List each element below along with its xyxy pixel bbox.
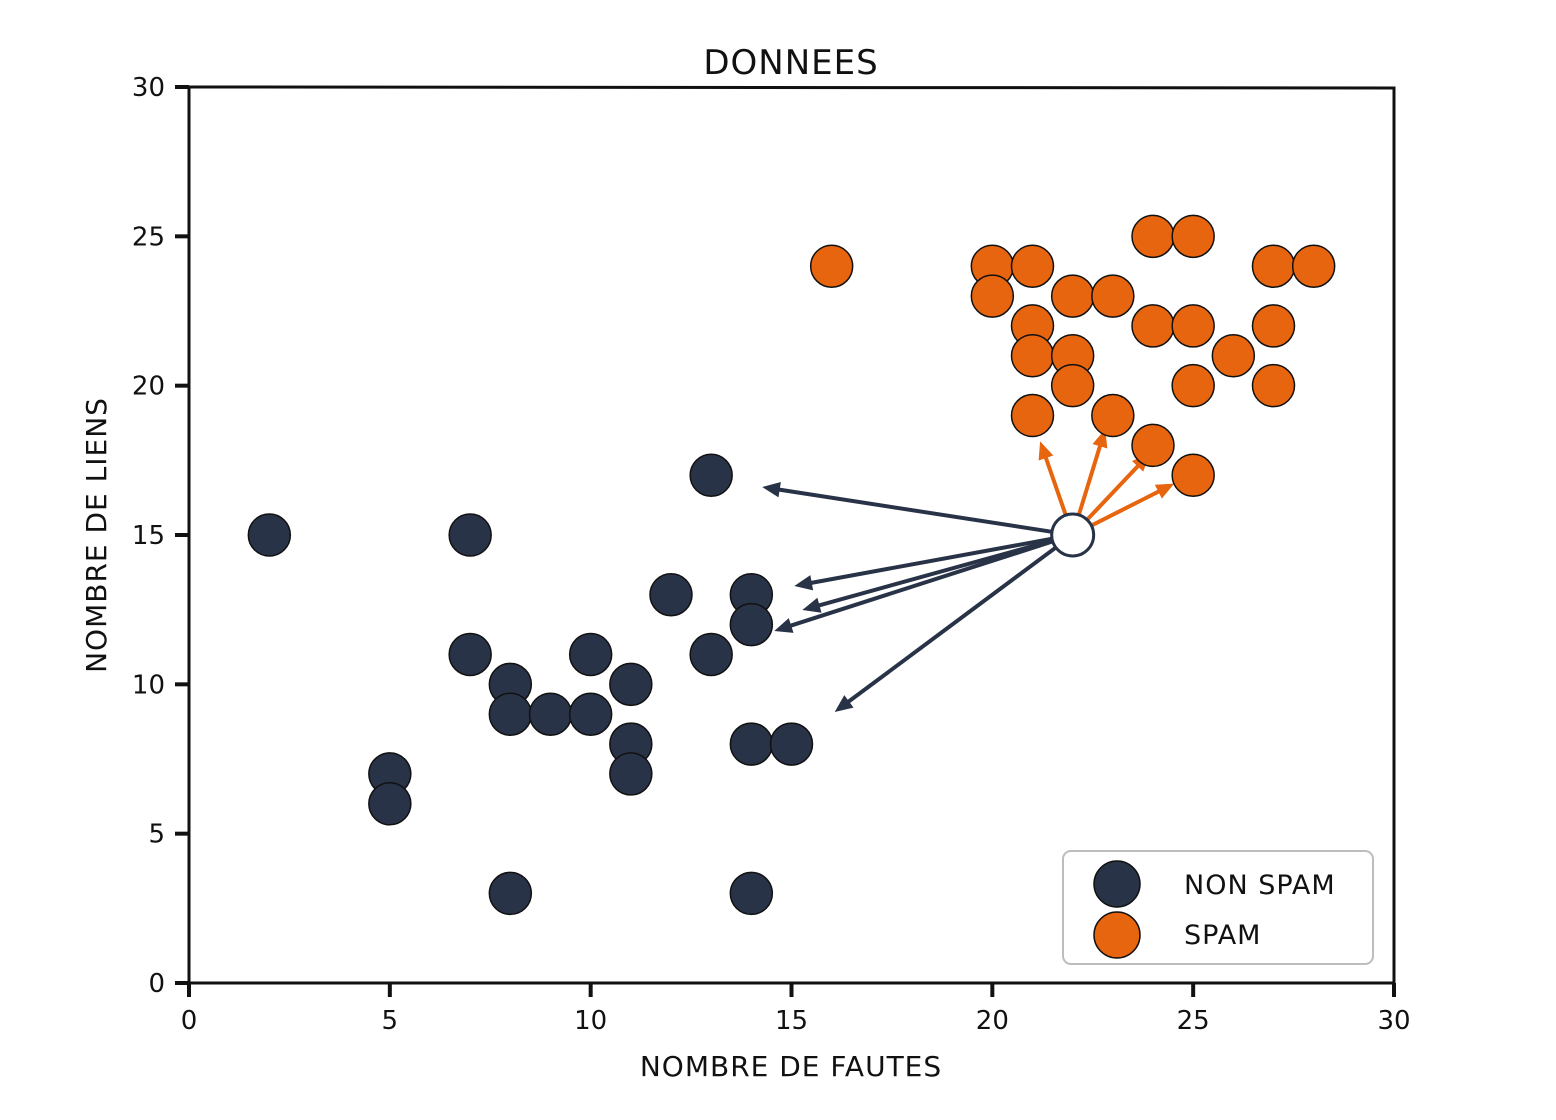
non-spam-arrow-4-head [774,618,794,633]
non-spam-arrow-3-head [802,597,822,613]
non-spam-arrow-1-shaft [777,487,1059,535]
spam-point-3 [970,274,1015,318]
spam-point-4 [1010,244,1055,288]
y-tick-label-25: 25 [132,222,165,252]
spam-arrow-1-shaft [1043,455,1070,522]
spam-point-20 [1211,334,1256,378]
spam-point-23 [1251,363,1296,408]
non-spam-point-3 [448,632,492,677]
non-spam-point-19 [729,602,774,647]
spam-point-6 [1010,334,1055,378]
non-spam-point-9 [528,692,573,736]
x-tick-label-5: 5 [382,1006,399,1036]
spam-arrow-4-head [1154,483,1175,499]
y-tick-label-15: 15 [132,521,165,551]
spam-point-19 [1171,453,1215,498]
neighbor-arrows [762,429,1175,712]
y-axis-label: NOMBRE DE LIENS [80,397,113,673]
x-tick-label-25: 25 [1177,1006,1210,1036]
x-tick-label-15: 15 [775,1006,808,1036]
non-spam-arrow-2-head [794,575,814,591]
spam-point-10 [1050,363,1095,408]
non-spam-point-7 [488,692,533,736]
x-tick-label-30: 30 [1377,1006,1410,1036]
non-spam-arrow-3-shaft [816,537,1060,608]
non-spam-point-20 [729,722,774,766]
spam-point-14 [1131,304,1175,348]
y-tick-label-5: 5 [148,820,165,850]
spam-point-24 [1291,244,1336,288]
legend-marker-spam [1093,911,1141,959]
spam-arrow-1-head [1038,441,1054,461]
legend-label-spam: SPAM [1184,920,1261,951]
tick-layer: 0 5 10 15 20 25 30 0 5 10 15 20 25 30 [132,73,1411,1036]
y-tick-label-20: 20 [132,372,165,402]
non-spam-point-15 [649,572,693,617]
legend: NON SPAM SPAM [1062,850,1374,965]
spam-point-18 [1171,363,1215,408]
x-axis-label: NOMBRE DE FAUTES [640,1050,942,1083]
legend-label-non-spam: NON SPAM [1184,870,1336,901]
legend-marker-non-spam [1093,860,1141,908]
non-spam-point-14 [609,752,653,796]
spam-arrow-2-shaft [1075,443,1103,522]
spam-point-12 [1091,393,1135,438]
non-spam-point-5 [368,782,412,826]
spam-point-8 [1050,274,1095,318]
spam-point-17 [1171,304,1215,348]
non-spam-point-17 [689,632,733,677]
spam-arrow-4-shaft [1084,489,1161,530]
non-spam-point-12 [609,662,653,707]
non-spam-point-16 [689,453,733,498]
spam-point-11 [1091,274,1135,318]
x-tick-label-10: 10 [574,1006,607,1036]
non-spam-arrow-2-shaft [809,535,1059,585]
non-spam-arrow-5-head [834,695,854,712]
spam-point-22 [1251,304,1296,348]
data-points [247,214,1336,916]
non-spam-point-2 [448,513,492,557]
non-spam-point-8 [488,871,533,916]
non-spam-arrow-5-shaft [846,542,1062,704]
spam-arrow-3-shaft [1081,463,1140,526]
non-spam-point-21 [769,722,814,766]
y-tick-label-0: 0 [148,969,165,999]
spam-point-7 [1010,393,1055,438]
query-point [1050,512,1096,558]
non-spam-point-11 [568,692,613,736]
spam-point-16 [1171,214,1215,259]
spam-point-21 [1251,244,1296,288]
x-tick-label-0: 0 [181,1006,198,1036]
non-spam-point-22 [729,871,774,916]
chart-title: DONNEES [703,43,878,83]
y-tick-label-30: 30 [132,73,165,103]
x-tick-label-20: 20 [976,1006,1009,1036]
y-tick-label-10: 10 [132,670,165,700]
plot-frame [187,84,1396,986]
non-spam-point-1 [247,513,292,557]
spam-point-15 [1131,423,1175,468]
spam-point-13 [1131,214,1175,259]
non-spam-arrow-1-head [762,482,781,498]
non-spam-arrow-4-shaft [788,537,1060,628]
spam-point-1 [809,244,854,288]
non-spam-point-10 [568,632,613,677]
